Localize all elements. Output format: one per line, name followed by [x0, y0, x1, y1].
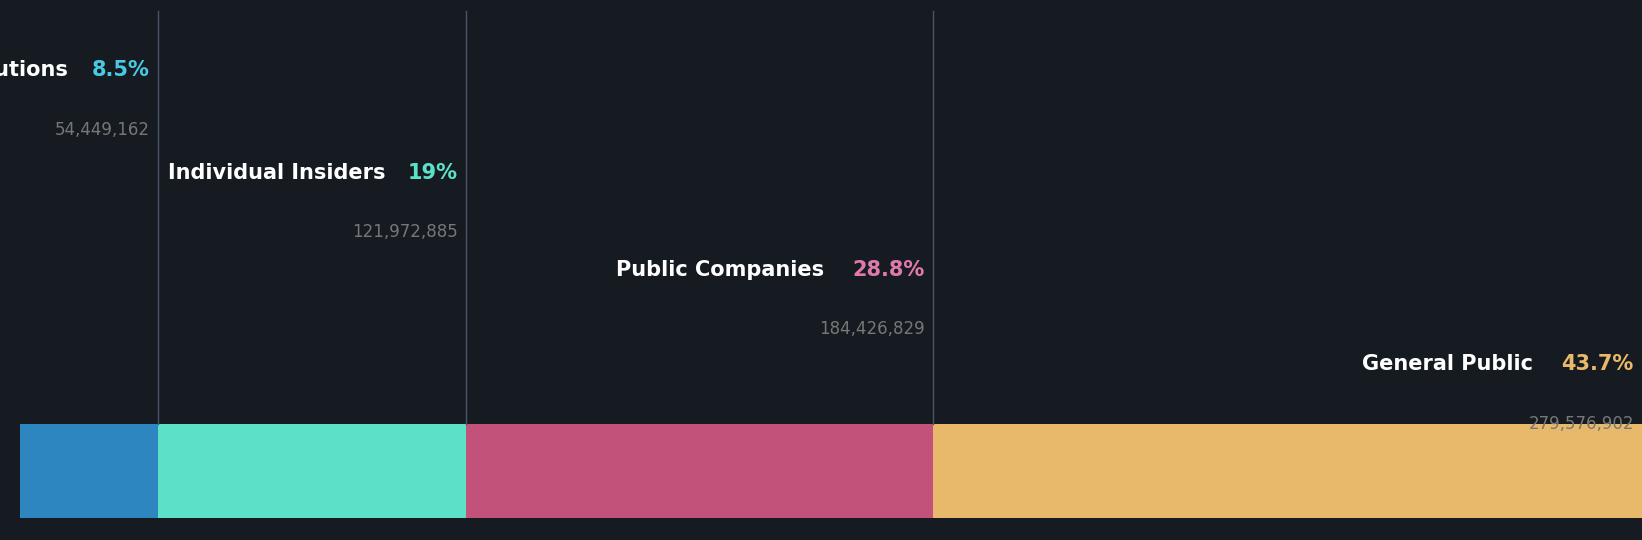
Bar [933, 424, 1642, 518]
Text: Individual Insiders: Individual Insiders [169, 163, 392, 183]
Text: 8.5%: 8.5% [92, 60, 149, 80]
Text: 19%: 19% [407, 163, 458, 183]
Text: Public Companies: Public Companies [616, 260, 831, 280]
Text: 121,972,885: 121,972,885 [351, 223, 458, 241]
Text: Institutions: Institutions [0, 60, 76, 80]
Bar [20, 424, 158, 518]
Bar [158, 424, 466, 518]
Text: General Public: General Public [1363, 354, 1540, 375]
Text: 43.7%: 43.7% [1562, 354, 1634, 375]
Text: 184,426,829: 184,426,829 [819, 320, 924, 339]
Text: 54,449,162: 54,449,162 [54, 120, 149, 139]
Bar [466, 424, 933, 518]
Text: 279,576,902: 279,576,902 [1529, 415, 1634, 433]
Text: 28.8%: 28.8% [852, 260, 924, 280]
